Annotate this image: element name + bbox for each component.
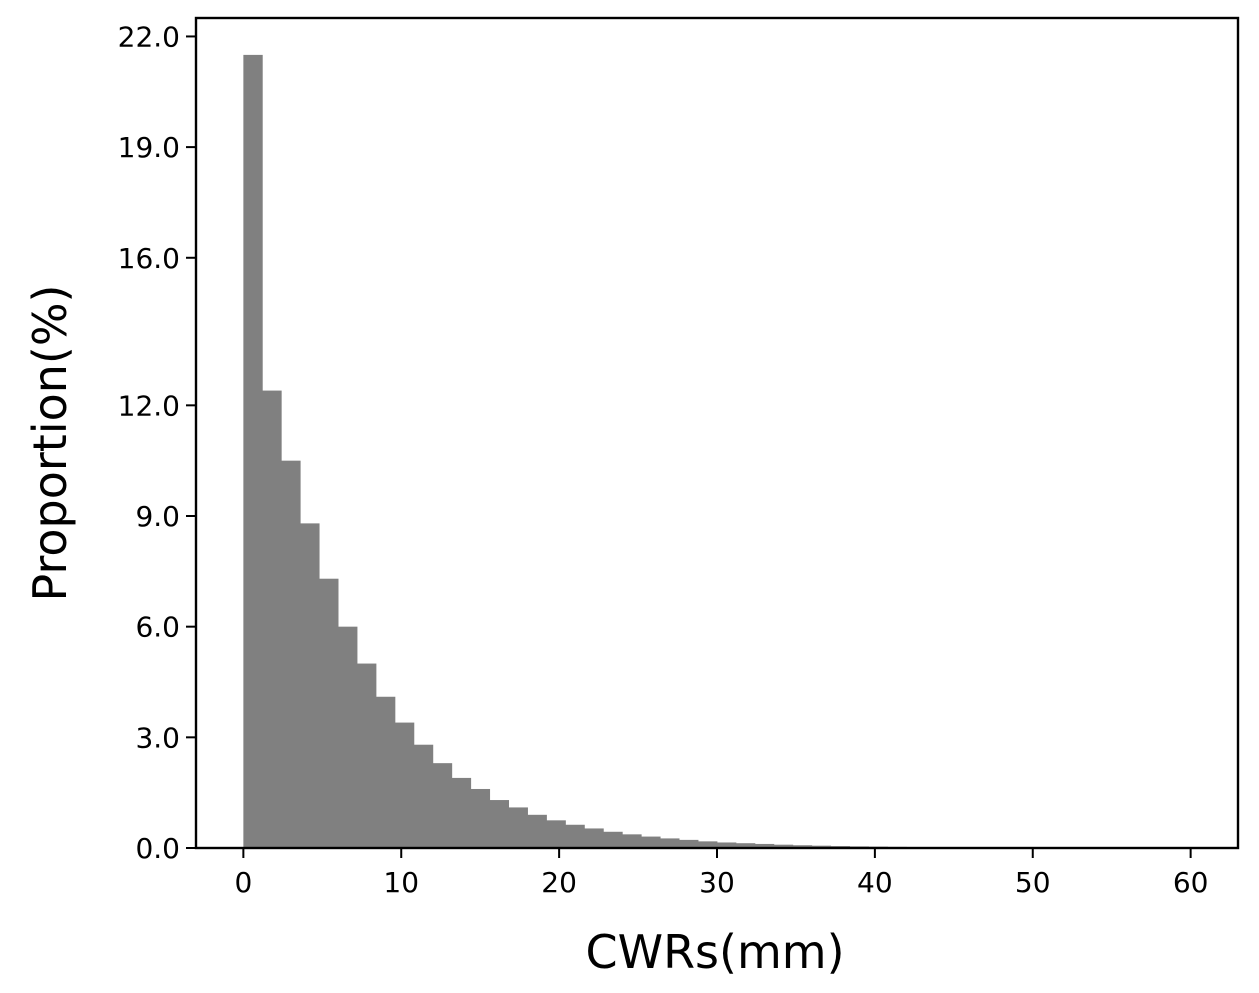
histogram-bar [754,843,775,848]
histogram-bar [470,788,491,848]
histogram-bar [792,845,813,848]
y-tick-label: 22.0 [118,20,180,53]
y-axis-label: Proportion(%) [23,285,77,602]
histogram-bar [698,841,718,848]
histogram-bar [622,834,642,848]
histogram-bar [679,839,699,848]
x-axis-label: CWRs(mm) [585,925,844,979]
x-axis-ticks: 0 10 20 30 40 50 60 [234,848,1208,899]
y-tick-label: 6.0 [135,611,180,644]
y-tick-label: 9.0 [135,500,180,533]
histogram-bar [394,722,415,848]
histogram-bar [603,831,623,848]
y-tick-label: 12.0 [118,389,180,422]
x-tick-label: 30 [699,866,735,899]
histogram-bar [319,578,339,848]
x-tick-label: 0 [234,866,252,899]
histogram-bar [357,663,377,848]
histogram-bar [717,842,737,848]
histogram-bar [584,828,604,848]
histogram-bar [262,390,282,848]
x-tick-label: 10 [383,866,419,899]
histogram-bar [641,836,661,848]
histogram-bar [451,777,472,848]
x-tick-label: 50 [1015,866,1051,899]
histogram-bar [546,820,566,848]
histogram-bar [527,814,547,848]
histogram-bar [773,844,794,848]
histogram-bar [300,523,320,848]
histogram-bar [243,54,263,848]
histogram-bar [489,800,509,848]
x-tick-label: 20 [541,866,577,899]
histogram-bar [432,763,453,848]
histogram-bar [375,696,396,848]
x-tick-label: 60 [1173,866,1209,899]
histogram-bar [660,838,680,848]
histogram-bar [413,744,434,848]
y-axis-ticks: 0.0 3.0 6.0 9.0 12.0 16.0 19.0 22.0 [118,20,196,865]
histogram-bars [243,54,1192,848]
histogram-bar [338,626,358,848]
y-tick-label: 19.0 [118,131,180,164]
y-tick-label: 0.0 [135,832,180,865]
y-tick-label: 3.0 [135,721,180,754]
histogram-bar [281,460,301,848]
histogram-bar [735,843,756,848]
x-tick-label: 40 [857,866,893,899]
histogram-bar [508,807,528,848]
histogram-bar [565,824,585,848]
y-tick-label: 16.0 [118,242,180,275]
